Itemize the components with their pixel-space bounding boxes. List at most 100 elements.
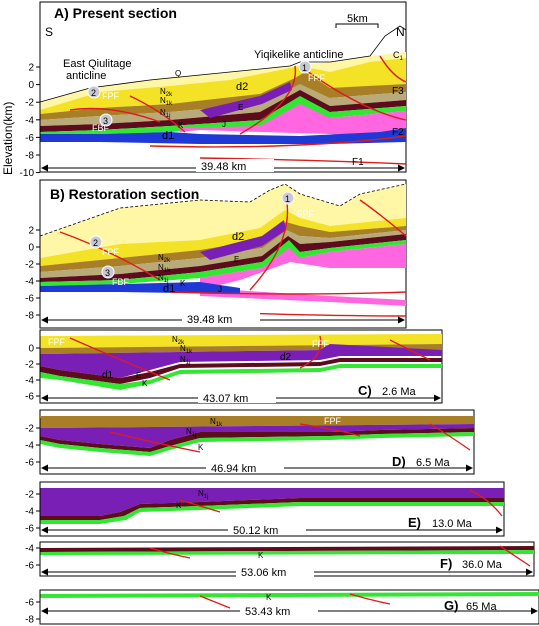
- panel-c-n1j-label: N1j: [180, 355, 190, 366]
- yiqikelike-label: Yiqikelike anticline: [254, 49, 343, 61]
- svg-text:2: 2: [91, 88, 96, 98]
- panel-a-fpf-left: FPF: [102, 91, 120, 101]
- panel-d-k-label: K: [198, 443, 204, 452]
- panel-a-j-label: J: [222, 120, 226, 129]
- panel-a-e-label: E: [238, 103, 243, 112]
- svg-text:3: 3: [103, 116, 108, 126]
- y-tick-label: -4: [25, 115, 34, 126]
- panel-b-title: B) Restoration section: [50, 186, 199, 202]
- panel-b-q-layer: [40, 184, 406, 258]
- panel-c-fpf-right: FPF: [312, 339, 330, 349]
- panel-b-purple-core: [200, 220, 286, 260]
- panel-c-faults: [69, 335, 431, 381]
- panel-a-q-label: Q: [175, 69, 181, 78]
- panel-f-length-arrow: 53.06 km: [41, 564, 533, 579]
- scale-bar-label: 5km: [347, 13, 368, 25]
- panel-b-restoration-section: B) Restoration section FPF FPF FBF d1 d2…: [25, 179, 407, 329]
- panel-b-marker-3: 3: [101, 265, 115, 279]
- east-qiulitage-label-line1: East Qiulitage: [63, 58, 131, 70]
- panel-a-f3: F3: [392, 86, 404, 97]
- y-tick-label: 0: [28, 80, 34, 91]
- panel-a-y-axis-title: Elevation(km): [1, 102, 15, 175]
- panel-b-length-arrow: 39.48 km: [41, 311, 405, 326]
- panel-a-purple-core: [200, 82, 292, 118]
- svg-text:1: 1: [302, 63, 307, 73]
- panel-a-f2: F2: [392, 127, 404, 138]
- panel-b-fpf-right: FPF: [297, 209, 315, 219]
- panel-c-age: 2.6 Ma: [382, 386, 417, 398]
- panel-c-k-layer: [40, 364, 442, 390]
- panel-b-n1j-layer: [40, 230, 406, 278]
- panel-d-purple: [40, 424, 474, 448]
- y-tick-label: -6: [25, 598, 34, 609]
- panel-b-d2-label: d2: [232, 231, 244, 243]
- y-tick-label: -8: [25, 311, 34, 322]
- panel-f-faults: [149, 545, 531, 567]
- panel-c-y-ticks: 0 -2 -4 -6: [25, 344, 40, 403]
- panel-c-n1k-label: N1k: [180, 344, 193, 355]
- panel-a-topography: [39, 25, 407, 103]
- panel-a-marker-2: 2: [87, 85, 101, 99]
- panel-a-k-layer: [40, 96, 406, 134]
- panel-c-e-layer: [40, 358, 442, 384]
- panel-a-scale-bar: 5km: [335, 13, 379, 28]
- panel-g-age: 65 Ma: [466, 601, 497, 613]
- panel-d-age: 6.5 Ma: [416, 457, 451, 469]
- panel-b-n2k-layer: [40, 210, 406, 266]
- panel-e-k-label: K: [176, 501, 182, 510]
- panel-b-y-ticks: 2 0 -2 -4 -6 -8: [25, 226, 40, 322]
- panel-e-purple: [40, 488, 504, 516]
- panel-e-e-layer: [40, 498, 504, 520]
- y-tick-label: -4: [25, 277, 34, 288]
- panel-a-fpf-right: FPF: [308, 73, 326, 83]
- panel-b-dashed-top: [39, 183, 407, 237]
- panel-c-n2k-label: N2k: [172, 335, 185, 346]
- panel-a-d1-label: d1: [162, 130, 174, 142]
- panel-b-k-layer: [40, 240, 406, 286]
- panel-d-n1k-label: N1k: [210, 417, 223, 428]
- panel-a-e-layer: [40, 90, 406, 132]
- y-tick-label: -2: [25, 490, 34, 501]
- panel-a-fbf: FBF: [92, 123, 110, 133]
- panel-e-faults: [179, 489, 503, 517]
- svg-text:2: 2: [93, 238, 98, 248]
- y-tick-label: -2: [25, 98, 34, 109]
- panel-b-n2k-label: N2k: [158, 253, 171, 264]
- panel-g-length: 53.43 km: [245, 606, 290, 618]
- panel-f-y-ticks: -4 -6: [25, 544, 40, 572]
- panel-g-length-arrow: 53.43 km: [41, 603, 538, 618]
- panel-d-k-layer: [40, 432, 474, 456]
- panel-g-k-label: K: [266, 593, 272, 602]
- panel-a-faults: [69, 55, 407, 165]
- y-tick-label: -10: [20, 168, 35, 179]
- y-tick-label: -6: [25, 524, 34, 535]
- panel-b-marker-2: 2: [89, 235, 103, 249]
- y-tick-label: -2: [25, 360, 34, 371]
- panel-c-d1-label: d1: [102, 370, 114, 381]
- panel-a-present-section: A) Present section S N 5km East Qiulitag…: [1, 1, 407, 179]
- panel-a-n1j-label: N1j: [160, 108, 170, 119]
- y-tick-label: -8: [25, 615, 34, 626]
- panel-a-n2k-label: N2k: [160, 87, 173, 98]
- panel-f-k-label: K: [258, 551, 264, 560]
- panel-c-e-label: E: [136, 371, 141, 380]
- panel-a-j-layer: [180, 104, 406, 140]
- panel-d-n1j-label: N1j: [186, 427, 196, 438]
- y-tick-label: -6: [25, 561, 34, 572]
- panel-a-d2-label: d2: [236, 81, 248, 93]
- panel-e-age: 13.0 Ma: [432, 518, 473, 530]
- panel-d-fpf: FPF: [324, 416, 342, 426]
- panel-b-j-lower: [200, 288, 406, 306]
- panel-d-6.5ma: FPF N1k N1j K -2 -4 -6 46.94 km D) 6.5 Ma: [25, 409, 475, 475]
- y-tick-label: 2: [28, 226, 34, 237]
- panel-b-length: 39.48 km: [187, 314, 232, 326]
- panel-b-j-layer: [200, 244, 406, 290]
- panel-a-north-label: N: [396, 25, 405, 39]
- panel-a-south-label: S: [45, 25, 53, 39]
- y-tick-label: -6: [25, 294, 34, 305]
- panel-f-age: 36.0 Ma: [462, 559, 503, 571]
- panel-b-faults: [59, 195, 407, 317]
- panel-c-purple: [40, 344, 442, 378]
- panel-b-fbf: FBF: [112, 277, 130, 287]
- y-tick-label: -4: [25, 376, 34, 387]
